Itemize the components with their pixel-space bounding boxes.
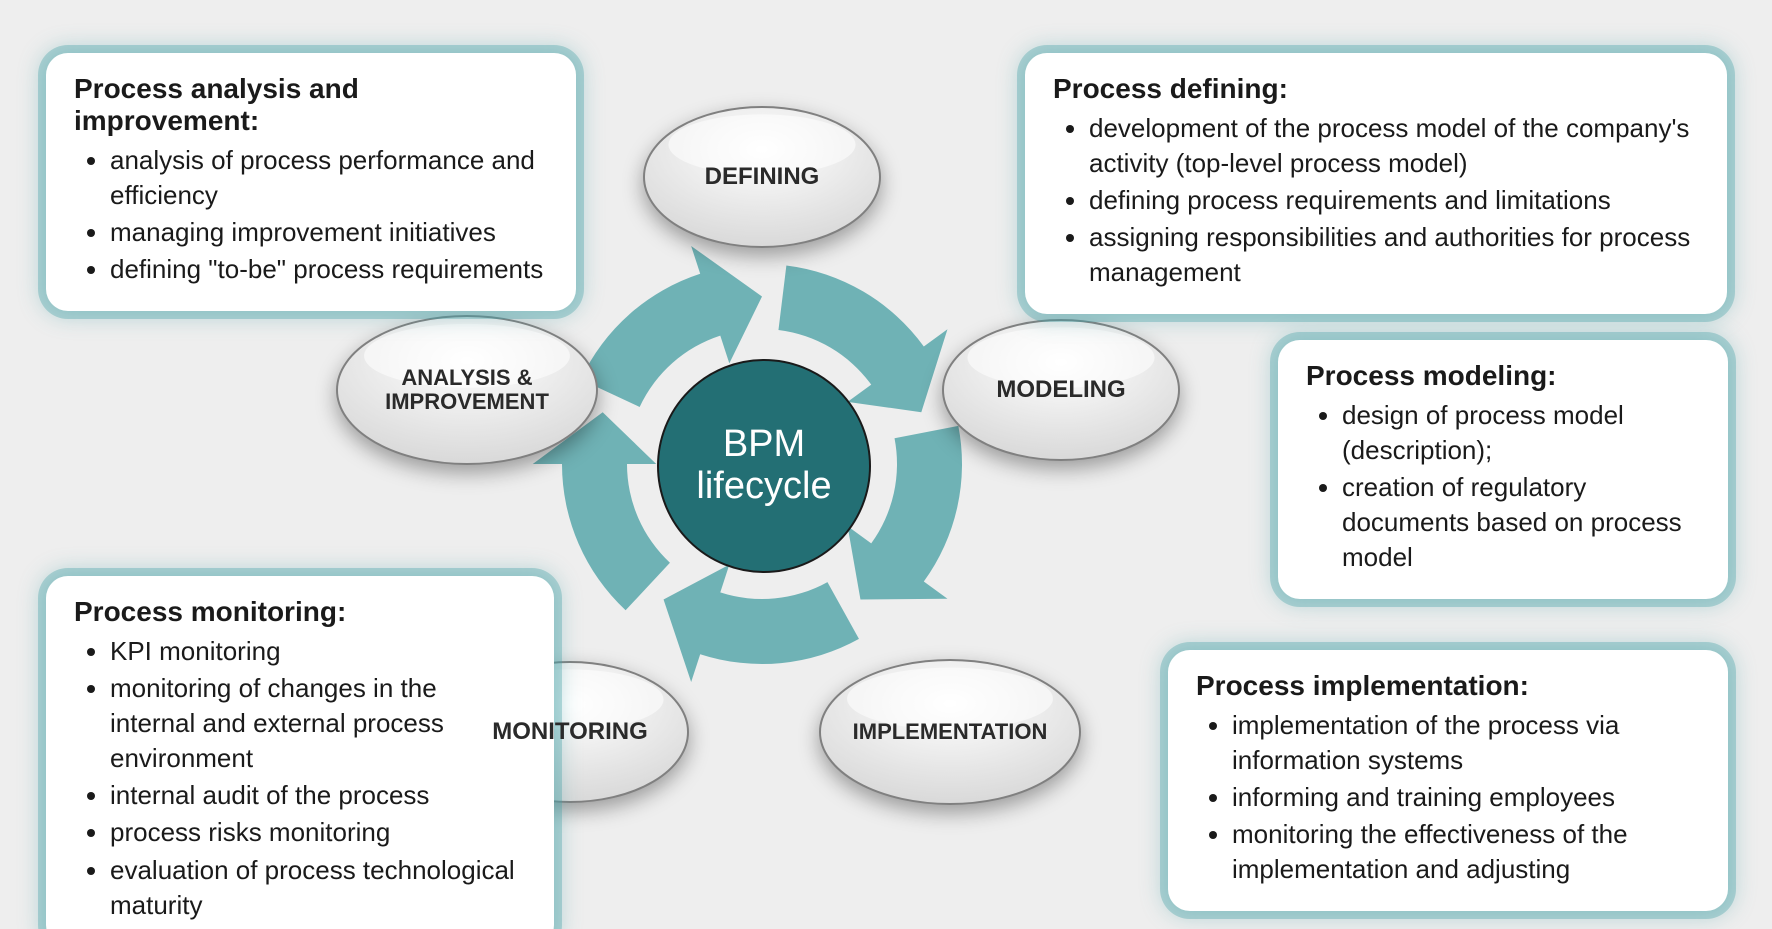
card-list-item: analysis of process performance and effi…	[110, 143, 548, 213]
implementation-card: Process implementation: implementation of…	[1168, 650, 1728, 911]
card-list-item: defining process requirements and limita…	[1089, 183, 1699, 218]
card-list-item: implementation of the process via inform…	[1232, 708, 1700, 778]
card-list-item: monitoring the effectiveness of the impl…	[1232, 817, 1700, 887]
node-implementation: IMPLEMENTATION	[818, 658, 1082, 806]
card-list-item: creation of regulatory documents based o…	[1342, 470, 1700, 575]
card-list: implementation of the process via inform…	[1196, 708, 1700, 887]
card-list-item: process risks monitoring	[110, 815, 526, 850]
node-modeling: MODELING	[941, 318, 1181, 462]
card-list-item: design of process model (description);	[1342, 398, 1700, 468]
card-list: KPI monitoringmonitoring of changes in t…	[74, 634, 526, 923]
card-list: development of the process model of the …	[1053, 111, 1699, 290]
center-circle: BPM lifecycle	[657, 359, 871, 573]
defining-card: Process defining: development of the proc…	[1025, 53, 1727, 314]
bpm-lifecycle-diagram: BPM lifecycle DEFINING MODELING IMPLEMENTA…	[0, 0, 1772, 929]
card-title: Process monitoring:	[74, 596, 526, 628]
card-list-item: evaluation of process technological matu…	[110, 853, 526, 923]
card-list-item: development of the process model of the …	[1089, 111, 1699, 181]
monitoring-card: Process monitoring: KPI monitoringmonitor…	[46, 576, 554, 929]
card-list: design of process model (description);cr…	[1306, 398, 1700, 575]
card-list: analysis of process performance and effi…	[74, 143, 548, 287]
analysis-card: Process analysis and improvement:analysi…	[46, 53, 576, 311]
card-list-item: informing and training employees	[1232, 780, 1700, 815]
card-title: Process implementation:	[1196, 670, 1700, 702]
card-list-item: internal audit of the process	[110, 778, 526, 813]
card-list-item: monitoring of changes in the internal an…	[110, 671, 526, 776]
card-title: Process analysis and improvement:	[74, 73, 548, 137]
card-list-item: KPI monitoring	[110, 634, 526, 669]
card-title: Process modeling:	[1306, 360, 1700, 392]
node-defining: DEFINING	[642, 105, 882, 249]
center-label: BPM lifecycle	[696, 424, 831, 508]
card-list-item: assigning responsibilities and authoriti…	[1089, 220, 1699, 290]
node-label: ANALYSIS & IMPROVEMENT	[377, 366, 557, 414]
card-list-item: managing improvement initiatives	[110, 215, 548, 250]
node-analysis: ANALYSIS & IMPROVEMENT	[335, 314, 599, 466]
node-label: MODELING	[988, 377, 1133, 403]
card-title: Process defining:	[1053, 73, 1699, 105]
card-list-item: defining "to-be" process requirements	[110, 252, 548, 287]
node-label: IMPLEMENTATION	[845, 720, 1056, 744]
node-label: DEFINING	[697, 164, 828, 190]
node-label: MONITORING	[484, 719, 656, 745]
modeling-card: Process modeling: design of process model…	[1278, 340, 1728, 599]
